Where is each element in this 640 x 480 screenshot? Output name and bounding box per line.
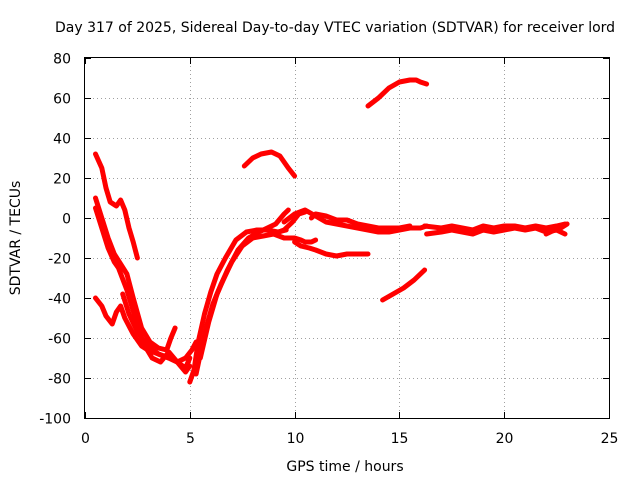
y-tick-label: 80 xyxy=(53,52,71,68)
series-line-s13 xyxy=(308,211,413,231)
plot-frame xyxy=(84,57,610,419)
series-line-s18 xyxy=(543,221,570,237)
series-line-s11 xyxy=(292,239,371,259)
y-tick-label: -40 xyxy=(48,292,71,308)
x-tick-label: 10 xyxy=(287,431,305,447)
x-tick-label: 0 xyxy=(81,431,90,447)
x-tick-label: 15 xyxy=(391,431,409,447)
series-line-s15 xyxy=(380,267,428,303)
series-line-s17 xyxy=(424,225,568,237)
axis-ticks: 0 5 10 15 20 25 -100 -80 -60 -40 -20 0 20 40 60 80 xyxy=(39,52,618,448)
series-line-s8 xyxy=(197,207,291,361)
y-tick-label: 40 xyxy=(53,132,71,148)
x-tick-label: 25 xyxy=(601,431,619,447)
y-tick-label: -100 xyxy=(39,412,71,428)
y-tick-label: 60 xyxy=(53,92,71,108)
series-line-s16 xyxy=(422,221,568,233)
series-line-s9 xyxy=(241,149,298,179)
grid-lines xyxy=(85,58,609,418)
series-line-s14 xyxy=(365,77,430,109)
series-line-s12 xyxy=(271,231,319,245)
series-line-s2 xyxy=(93,195,178,353)
y-tick-label: -60 xyxy=(48,332,71,348)
y-tick-label: -80 xyxy=(48,372,71,388)
chart-title: Day 317 of 2025, Sidereal Day-to-day VTE… xyxy=(55,20,615,36)
y-tick-label: -20 xyxy=(48,252,71,268)
y-tick-label: 0 xyxy=(62,212,71,228)
series-line-s5 xyxy=(120,291,199,365)
series-group xyxy=(93,77,570,385)
series-line-s1 xyxy=(93,151,140,261)
x-tick-label: 20 xyxy=(496,431,514,447)
x-tick-label: 5 xyxy=(186,431,195,447)
y-tick-label: 20 xyxy=(53,172,71,188)
y-axis-label: SDTVAR / TECUs xyxy=(8,181,24,296)
x-axis-label: GPS time / hours xyxy=(286,459,403,475)
